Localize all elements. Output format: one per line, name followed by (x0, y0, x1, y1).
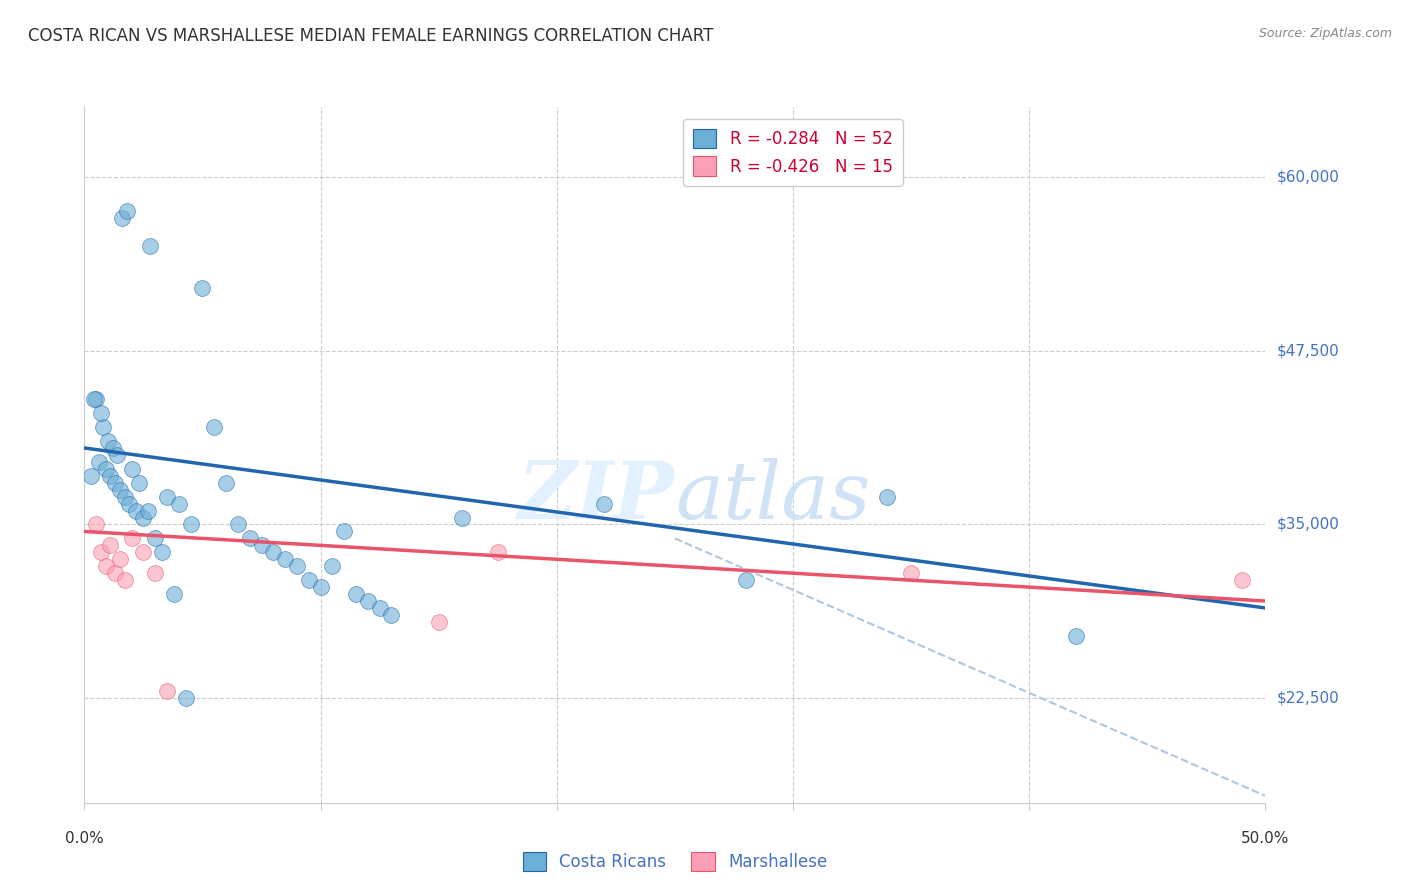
Point (427, 615, 450, 629)
Point (285, 559, 308, 574)
Legend: Costa Ricans, Marshallese: Costa Ricans, Marshallese (516, 846, 834, 878)
Text: $35,000: $35,000 (1277, 517, 1340, 532)
Point (115, 204, 138, 219)
Point (94, 462, 117, 476)
Point (132, 545, 155, 559)
Point (104, 566, 127, 581)
Point (125, 503, 148, 517)
Point (900, 566, 922, 581)
Point (98, 538, 121, 552)
Point (150, 545, 173, 559)
Point (298, 573, 321, 587)
Point (734, 573, 756, 587)
Point (274, 552, 297, 566)
Text: COSTA RICAN VS MARSHALLESE MEDIAN FEMALE EARNINGS CORRELATION CHART: COSTA RICAN VS MARSHALLESE MEDIAN FEMALE… (28, 27, 713, 45)
Point (101, 441, 124, 455)
Point (215, 475, 238, 490)
Point (97, 434, 120, 448)
Text: $22,500: $22,500 (1277, 691, 1340, 706)
Text: $47,500: $47,500 (1277, 343, 1340, 358)
Point (250, 538, 273, 552)
Point (180, 517, 202, 532)
Point (156, 684, 179, 698)
Point (108, 483, 131, 497)
Point (90, 406, 112, 420)
Point (107, 448, 129, 462)
Point (174, 691, 197, 706)
Point (262, 545, 284, 559)
Text: $60,000: $60,000 (1277, 169, 1340, 184)
Point (83, 392, 105, 407)
Point (121, 462, 143, 476)
Point (104, 475, 127, 490)
Point (84, 517, 107, 532)
Point (139, 239, 162, 253)
Point (1066, 629, 1088, 643)
Text: Source: ZipAtlas.com: Source: ZipAtlas.com (1258, 27, 1392, 40)
Point (118, 497, 141, 511)
Point (94, 559, 117, 574)
Point (368, 601, 391, 615)
Point (132, 510, 155, 524)
Point (380, 607, 402, 622)
Point (486, 545, 509, 559)
Point (167, 497, 190, 511)
Point (84, 392, 107, 407)
Text: atlas: atlas (675, 458, 870, 535)
Point (90, 545, 112, 559)
Point (111, 211, 134, 226)
Text: ZIP: ZIP (517, 458, 675, 535)
Point (87, 455, 110, 469)
Point (108, 552, 131, 566)
Point (136, 503, 159, 517)
Point (128, 475, 150, 490)
Text: 50.0%: 50.0% (1241, 830, 1289, 846)
Point (163, 587, 186, 601)
Point (344, 587, 367, 601)
Point (451, 510, 474, 524)
Point (309, 580, 332, 594)
Point (114, 573, 136, 587)
Point (357, 594, 380, 608)
Point (143, 532, 166, 546)
Point (202, 420, 225, 434)
Point (91, 420, 114, 434)
Point (239, 532, 262, 546)
Point (156, 490, 179, 504)
Point (593, 497, 616, 511)
Point (121, 532, 143, 546)
Point (143, 566, 166, 581)
Point (1230, 573, 1253, 587)
Point (321, 559, 343, 574)
Text: 0.0%: 0.0% (65, 830, 104, 846)
Point (876, 490, 898, 504)
Point (191, 281, 214, 295)
Point (226, 517, 249, 532)
Point (333, 524, 356, 539)
Point (80, 468, 103, 483)
Point (114, 490, 136, 504)
Point (98, 468, 121, 483)
